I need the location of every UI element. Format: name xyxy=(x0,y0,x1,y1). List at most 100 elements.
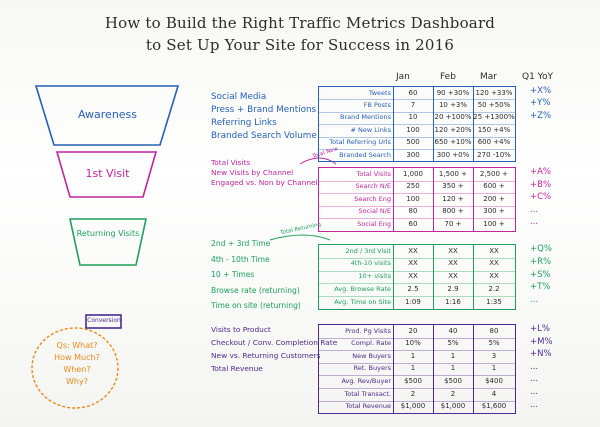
cell-feb: 1:16 xyxy=(445,297,461,306)
row-label: Brand Mentions xyxy=(340,113,391,122)
cell-jan: 60 xyxy=(408,219,418,228)
cell-feb: 40 xyxy=(448,326,458,335)
cell-jan: 80 xyxy=(408,207,418,216)
cell-jan: XX xyxy=(408,246,418,255)
cell-feb: 5% xyxy=(447,339,459,348)
cell-mar: 2.2 xyxy=(488,284,500,293)
cell-jan: 100 xyxy=(406,125,420,134)
cell-mar: 5% xyxy=(488,339,500,348)
metric-item: New vs. Returning Customers xyxy=(211,351,321,360)
yoy-value: +C% xyxy=(530,192,552,203)
awareness-stage-label: Awareness xyxy=(77,108,138,121)
row-label: Social N/E xyxy=(358,207,392,216)
questions-cloud-shape xyxy=(31,327,119,409)
row-label: Social Eng xyxy=(357,219,391,228)
row-label: 4th-10 visits xyxy=(350,259,391,268)
returning-funnel-shape xyxy=(69,218,147,266)
yoy-value: +T% xyxy=(530,282,551,293)
cell-feb: $1,000 xyxy=(440,402,466,411)
cell-mar: $1,600 xyxy=(481,402,507,411)
yoy-value: +R% xyxy=(530,256,552,267)
row-label: Total Transact. xyxy=(344,389,391,398)
cell-feb: 120 + xyxy=(442,194,464,203)
question-item: Why? xyxy=(66,377,88,386)
first-visit-stage-label: 1st Visit xyxy=(85,167,130,180)
cell-jan: $500 xyxy=(404,376,422,385)
row-label: New Buyers xyxy=(352,351,391,360)
row-label: Compl. Rate xyxy=(351,339,391,348)
yoy-value: ... xyxy=(530,399,539,410)
cell-jan: 250 xyxy=(406,182,420,191)
row-label: Search Eng xyxy=(354,194,391,203)
row-label: Search N/E xyxy=(355,182,391,191)
row-label: Total Visits xyxy=(356,169,391,178)
cell-mar: 80 xyxy=(489,326,499,335)
cell-jan: 100 xyxy=(406,194,420,203)
yoy-value: ... xyxy=(530,387,539,397)
metric-item: Total Revenue xyxy=(211,364,263,373)
yoy-value: +N% xyxy=(530,349,552,360)
yoy-value: +A% xyxy=(530,167,552,177)
metric-item: 4th - 10th Time xyxy=(211,254,270,264)
cell-mar: 3 xyxy=(491,351,497,360)
metric-item: Browse rate (returning) xyxy=(211,285,300,295)
cell-mar: 50 +50% xyxy=(477,100,511,109)
metric-item: New Visits by Channel xyxy=(211,168,294,177)
awareness-funnel-shape xyxy=(34,85,180,146)
metric-item: Checkout / Conv. Completion Rate xyxy=(211,338,338,347)
yoy-value: +S% xyxy=(530,269,551,280)
yoy-value: +M% xyxy=(530,336,553,347)
row-label: 10+ visits xyxy=(358,272,391,281)
cell-jan: 300 xyxy=(406,150,420,159)
month-header-feb: Feb xyxy=(440,72,456,82)
cell-jan: 1 xyxy=(410,364,416,373)
metric-item: Press + Brand Mentions xyxy=(211,105,317,115)
conversion-data-table: Prod. Pg Visits 20 40 80 Compl. Rate 10% 5% 5% N… xyxy=(318,324,516,415)
cell-feb: 300 +0% xyxy=(436,150,470,159)
cell-feb: 650 +10% xyxy=(434,138,472,147)
cell-mar: XX xyxy=(489,259,499,268)
cell-feb: 90 +30% xyxy=(436,88,470,97)
row-label: Tweets xyxy=(368,88,391,97)
month-header-mar: Mar xyxy=(480,72,497,82)
question-item: Qs: What? xyxy=(56,341,98,350)
metric-item: Branded Search Volume xyxy=(211,131,317,141)
first-visit-data-table: Total Visits 1,000 1,500 + 2,500 + Search N/… xyxy=(318,167,516,232)
yoy-value: +Q% xyxy=(530,244,552,254)
cell-jan: XX xyxy=(408,259,418,268)
page-subtitle: to Set Up Your Site for Success in 2016 xyxy=(145,36,455,54)
metric-item: Total Visits xyxy=(211,158,251,167)
cell-mar: XX xyxy=(489,272,499,281)
cell-feb: 2 xyxy=(450,389,456,398)
cell-mar: 600 + xyxy=(483,182,505,191)
cell-jan: 2 xyxy=(410,389,416,398)
yoy-value: ... xyxy=(530,361,539,372)
cell-feb: 70 + xyxy=(444,219,462,228)
yoy-value: +X% xyxy=(530,86,552,96)
cell-mar: 25 +1300% xyxy=(473,113,515,122)
cell-feb: 800 + xyxy=(442,207,464,216)
cell-jan: 20 xyxy=(408,326,418,335)
cell-mar: 4 xyxy=(491,389,497,398)
question-item: When? xyxy=(63,365,91,374)
row-label: # New Links xyxy=(350,125,391,134)
cell-feb: 120 +20% xyxy=(434,125,472,134)
cell-jan: 1:09 xyxy=(405,297,421,306)
page-title: How to Build the Right Traffic Metrics D… xyxy=(104,14,496,32)
metric-item: Visits to Product xyxy=(211,325,271,334)
cell-jan: 1 xyxy=(410,351,416,360)
metric-item: 2nd + 3rd Time xyxy=(211,239,271,248)
cell-mar: 270 -10% xyxy=(477,150,511,159)
cell-feb: 350 + xyxy=(442,182,464,191)
first-visit-metrics-list: Total Visits New Visits by Channel Engag… xyxy=(211,158,318,188)
yoy-value: +B% xyxy=(530,179,552,190)
yoy-value: ... xyxy=(530,295,539,306)
yoy-header: Q1 YoY xyxy=(522,72,553,82)
cell-feb: XX xyxy=(448,272,458,281)
cell-mar: 200 + xyxy=(483,194,505,203)
cell-mar: 150 +4% xyxy=(477,125,511,134)
cell-feb: 10 +3% xyxy=(438,100,468,109)
row-label: FB Posts xyxy=(363,100,391,109)
row-label: Avg. Rev/Buyer xyxy=(341,376,391,385)
cell-jan: 10% xyxy=(405,339,421,348)
